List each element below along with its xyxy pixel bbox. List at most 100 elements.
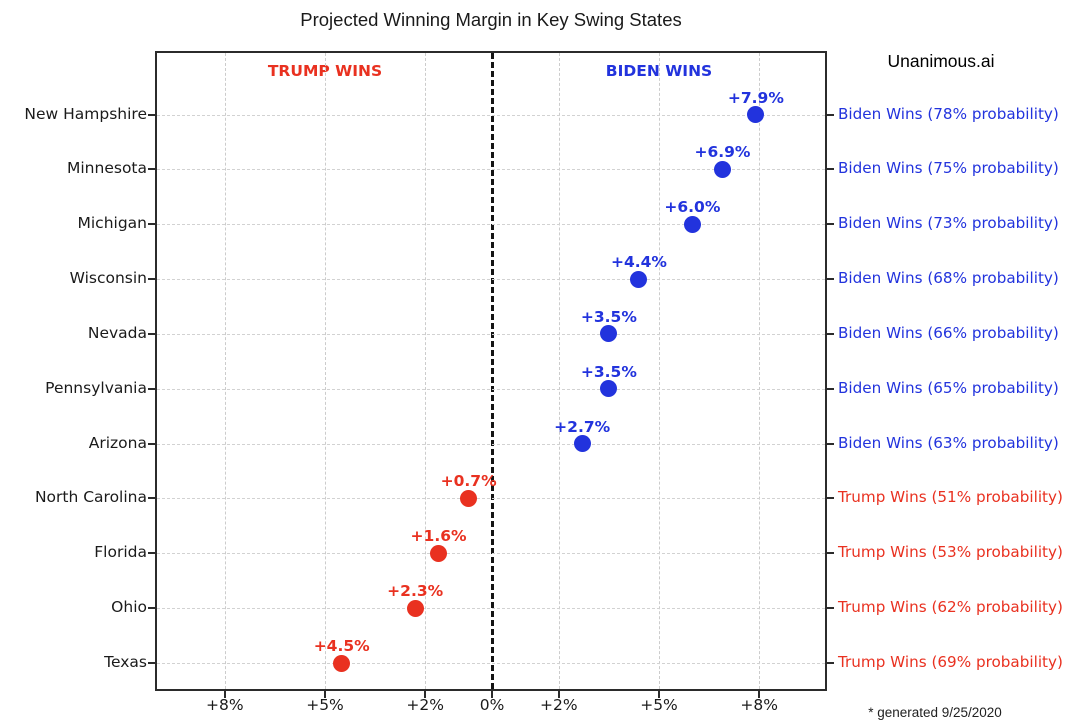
- y-axis-tick-mark-right: [827, 168, 834, 171]
- probability-annotation: Trump Wins (51% probability): [838, 488, 1063, 507]
- data-point-value-label: +7.9%: [727, 88, 784, 107]
- y-axis-tick-mark-right: [827, 113, 834, 116]
- data-point-value-label: +0.7%: [440, 472, 497, 491]
- y-axis-tick-mark-right: [827, 278, 834, 281]
- x-axis-tick-label: +2%: [540, 696, 578, 714]
- data-point-value-label: +6.9%: [694, 143, 751, 162]
- plot-area: TRUMP WINS BIDEN WINS +7.9% +6.9% +6.0% +4.…: [148, 51, 834, 698]
- data-point-dot: [747, 106, 765, 123]
- data-point-dot: [630, 270, 648, 288]
- data-point-dot: [683, 215, 701, 233]
- data-point-dot: [600, 380, 618, 398]
- state-label: Pennsylvania: [45, 378, 147, 397]
- y-axis-tick-mark-left: [148, 168, 155, 171]
- data-point-value-label: +2.3%: [387, 582, 444, 601]
- data-point-dot: [430, 544, 448, 562]
- x-axis-tick-mark: [758, 691, 761, 698]
- x-axis-tick-mark: [424, 691, 427, 698]
- horizontal-gridline: [157, 114, 825, 116]
- data-point-value-label: +2.7%: [554, 417, 611, 436]
- x-axis-tick-label: +5%: [640, 696, 678, 714]
- data-point-dot: [573, 435, 591, 453]
- watermark-brand: Unanimous.ai: [887, 51, 995, 71]
- state-label: Texas: [104, 653, 147, 671]
- x-axis-tick-mark: [557, 691, 560, 698]
- y-axis-tick-mark-right: [827, 223, 834, 226]
- x-axis-tick-label: +8%: [740, 696, 778, 714]
- chart-title: Projected Winning Margin in Key Swing St…: [300, 9, 682, 30]
- y-axis-tick-mark-right: [827, 552, 834, 555]
- data-point-value-label: +6.0%: [664, 198, 721, 217]
- state-label: Nevada: [87, 323, 147, 342]
- y-axis-tick-mark-left: [148, 442, 155, 445]
- y-axis-tick-mark-left: [148, 552, 155, 555]
- data-point-dot: [333, 654, 351, 672]
- x-axis-tick-mark: [324, 691, 326, 698]
- data-point-value-label: +3.5%: [580, 307, 637, 326]
- x-axis-tick-label: +8%: [206, 696, 244, 714]
- vertical-gridline: [224, 53, 226, 689]
- data-point-value-label: +4.5%: [313, 637, 370, 655]
- probability-annotation: Biden Wins (63% probability): [838, 433, 1059, 452]
- state-label: Wisconsin: [69, 269, 147, 288]
- state-label: Ohio: [111, 598, 147, 617]
- horizontal-gridline: [157, 333, 825, 335]
- probability-annotation: Biden Wins (66% probability): [838, 323, 1059, 342]
- state-label: Arizona: [88, 433, 147, 452]
- state-label: Minnesota: [67, 159, 147, 178]
- y-axis-tick-mark-left: [148, 387, 155, 390]
- y-axis-tick-mark-left: [148, 113, 155, 116]
- data-point-value-label: +4.4%: [610, 253, 667, 272]
- probability-annotation: Trump Wins (53% probability): [838, 543, 1063, 562]
- y-axis-tick-mark-right: [827, 387, 834, 390]
- x-axis-tick-mark: [223, 691, 226, 698]
- x-axis-tick-mark: [491, 691, 493, 698]
- probability-annotation: Biden Wins (73% probability): [838, 214, 1059, 233]
- horizontal-gridline: [157, 443, 825, 445]
- probability-annotation: Biden Wins (75% probability): [838, 159, 1059, 178]
- y-axis-tick-mark-left: [148, 607, 155, 610]
- x-axis-tick-label: 0%: [479, 696, 505, 714]
- y-axis-tick-mark-right: [827, 607, 834, 610]
- data-point-value-label: +1.6%: [410, 527, 467, 546]
- state-label: New Hampshire: [24, 104, 147, 123]
- data-point-dot: [713, 160, 731, 178]
- vertical-gridline: [425, 53, 427, 689]
- vertical-gridline: [759, 53, 761, 689]
- zero-margin-line: [490, 53, 494, 689]
- x-axis-tick-label: +5%: [306, 696, 344, 714]
- horizontal-gridline: [157, 388, 825, 390]
- x-axis-tick-mark: [658, 691, 660, 698]
- data-point-value-label: +3.5%: [580, 362, 637, 381]
- probability-annotation: Biden Wins (65% probability): [838, 378, 1059, 397]
- data-point-dot: [406, 599, 424, 617]
- state-label: North Carolina: [34, 488, 147, 507]
- footnote-generated-date: * generated 9/25/2020: [868, 705, 1002, 720]
- horizontal-gridline: [157, 553, 825, 555]
- state-label: Florida: [94, 543, 147, 562]
- horizontal-gridline: [157, 169, 825, 171]
- horizontal-gridline: [157, 279, 825, 281]
- y-axis-tick-mark-left: [148, 662, 155, 664]
- probability-annotation: Trump Wins (62% probability): [838, 598, 1063, 617]
- horizontal-gridline: [157, 224, 825, 226]
- y-axis-tick-mark-left: [148, 497, 155, 500]
- horizontal-gridline: [157, 663, 825, 664]
- vertical-gridline: [325, 53, 326, 689]
- y-axis-tick-mark-right: [827, 332, 834, 335]
- probability-annotation: Biden Wins (78% probability): [838, 104, 1059, 123]
- x-axis-tick-label: +2%: [406, 696, 444, 714]
- y-axis-tick-mark-right: [827, 662, 834, 664]
- vertical-gridline: [659, 53, 660, 689]
- y-axis-tick-mark-right: [827, 442, 834, 445]
- y-axis-tick-mark-left: [148, 278, 155, 281]
- horizontal-gridline: [157, 498, 825, 500]
- y-axis-tick-mark-left: [148, 332, 155, 335]
- probability-annotation: Trump Wins (69% probability): [838, 653, 1063, 671]
- y-axis-tick-mark-right: [827, 497, 834, 500]
- data-point-dot: [460, 489, 478, 507]
- y-axis-tick-mark-left: [148, 223, 155, 226]
- horizontal-gridline: [157, 608, 825, 610]
- data-point-dot: [600, 325, 618, 343]
